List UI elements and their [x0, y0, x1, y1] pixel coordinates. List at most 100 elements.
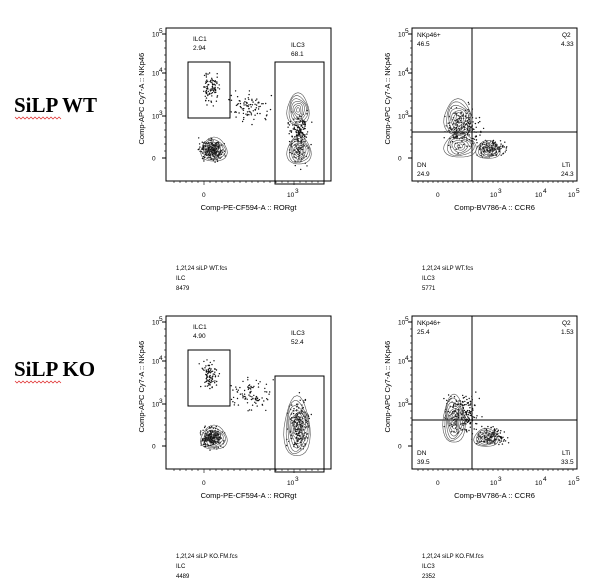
event-dot: [263, 400, 265, 402]
gate-ilc3: [274, 61, 325, 185]
event-dot: [207, 445, 209, 447]
density-contour: [205, 141, 224, 159]
event-dot: [455, 126, 458, 129]
event-dot: [214, 376, 217, 378]
event-dot: [213, 87, 215, 89]
event-dot: [457, 152, 459, 154]
y-axis-title: Comp-APC Cy7-A :: NKp46: [137, 341, 146, 433]
event-count: 5771: [422, 286, 436, 292]
event-dot: [481, 425, 483, 428]
plot-frame: [165, 315, 332, 470]
event-dot: [469, 426, 471, 428]
event-dot: [206, 79, 208, 81]
event-dot: [219, 436, 221, 438]
event-dot: [198, 143, 201, 145]
event-dot: [462, 397, 465, 399]
y-tick-exponent: 5: [159, 28, 163, 35]
event-dot: [296, 129, 299, 131]
event-dot: [207, 382, 209, 385]
event-dot: [261, 404, 264, 406]
event-dot: [479, 134, 481, 136]
event-dot: [468, 103, 470, 105]
event-dot: [500, 143, 502, 145]
event-dot: [247, 376, 249, 379]
event-dot: [255, 379, 257, 382]
event-dot: [246, 105, 248, 107]
event-dot: [306, 113, 308, 115]
event-dot: [246, 102, 248, 105]
y-axis-title: Comp-APC Cy7-A :: NKp46: [137, 53, 146, 145]
event-dot: [204, 152, 206, 154]
event-dot: [243, 395, 245, 398]
event-dot: [301, 425, 304, 428]
event-dot: [252, 386, 254, 389]
event-dot: [304, 136, 306, 138]
event-dot: [268, 393, 270, 395]
event-dot: [206, 85, 208, 88]
event-dot: [211, 426, 213, 428]
event-dot: [461, 137, 464, 139]
y-tick-label: 10: [398, 114, 406, 121]
event-dot: [255, 396, 257, 398]
gate-value: 68.1: [291, 51, 304, 58]
event-dot: [211, 386, 213, 389]
event-dot: [507, 442, 510, 444]
event-dot: [460, 112, 462, 114]
density-contour: [451, 110, 465, 127]
event-dot: [456, 136, 458, 138]
event-dot: [212, 373, 214, 375]
density-contour: [453, 141, 466, 151]
density-contour: [475, 139, 501, 159]
event-dot: [455, 114, 458, 116]
event-dot: [469, 117, 471, 119]
event-dot: [468, 410, 471, 412]
event-dot: [443, 137, 445, 139]
event-dot: [502, 440, 505, 442]
event-dot: [295, 403, 298, 405]
event-dot: [214, 434, 217, 436]
y-tick-exponent: 4: [159, 67, 163, 74]
event-dot: [296, 440, 298, 442]
event-dot: [205, 153, 207, 155]
event-dot: [218, 156, 220, 158]
event-dot: [254, 401, 256, 403]
event-dot: [472, 137, 474, 140]
y-tick-label: 0: [152, 156, 156, 163]
event-dot: [245, 104, 247, 106]
event-dot: [469, 400, 471, 402]
event-dot: [474, 122, 477, 125]
event-dot: [205, 378, 207, 380]
event-dot: [269, 108, 272, 111]
event-dot: [236, 104, 239, 106]
event-dot: [300, 129, 302, 131]
quadrant-value: 24.3: [561, 171, 574, 178]
density-contour: [473, 427, 499, 447]
event-dot: [214, 154, 216, 156]
event-dot: [214, 88, 216, 90]
gate-value: 4.90: [193, 333, 206, 340]
event-dot: [209, 384, 211, 386]
event-dot: [497, 430, 499, 433]
event-dot: [475, 391, 477, 393]
density-contour: [203, 139, 226, 161]
event-dot: [265, 102, 267, 105]
event-dot: [210, 79, 212, 82]
event-dot: [290, 131, 293, 133]
event-dot: [200, 444, 202, 446]
event-dot: [204, 443, 207, 445]
density-contour: [448, 104, 470, 132]
event-dot: [465, 418, 467, 420]
event-dot: [248, 394, 250, 396]
density-contour: [452, 416, 456, 424]
event-dot: [504, 141, 506, 143]
event-dot: [250, 114, 253, 116]
event-dot: [463, 409, 466, 412]
event-dot: [216, 95, 219, 97]
event-dot: [214, 86, 216, 89]
event-dot: [295, 128, 297, 131]
density-contour: [211, 147, 217, 153]
event-dot: [490, 148, 492, 150]
density-contour: [478, 431, 495, 445]
